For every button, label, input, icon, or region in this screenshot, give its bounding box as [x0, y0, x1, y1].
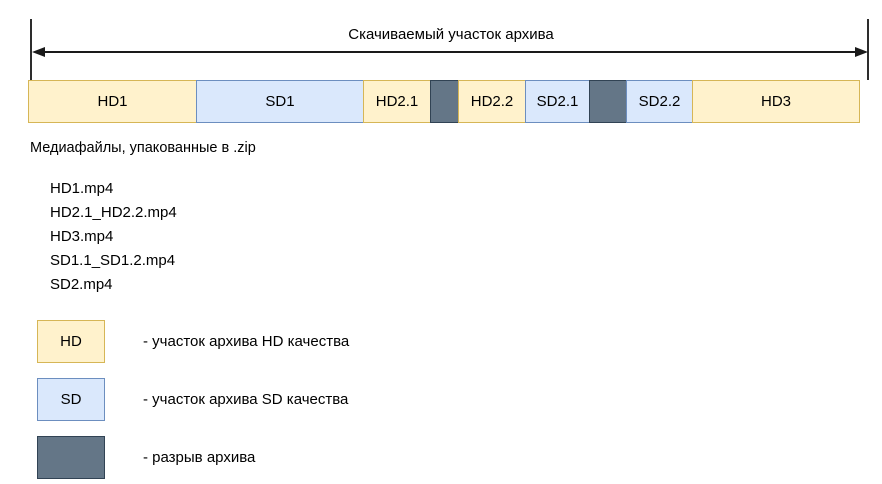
legend-swatch-sd: SD	[37, 378, 105, 421]
bar-segment-sd1: SD1	[196, 80, 364, 123]
arrow-shaft	[45, 51, 855, 53]
legend-row-sd: SD - участок архива SD качества	[37, 378, 349, 421]
arrowhead-right-icon	[855, 47, 868, 57]
bar-segment-sd2-2: SD2.2	[626, 80, 693, 123]
legend-row-hd: HD - участок архива HD качества	[37, 320, 349, 363]
files-heading: Медиафайлы, упакованные в .zip	[30, 140, 256, 156]
bar-segment-hd1: HD1	[28, 80, 197, 123]
legend-swatch-label: SD	[60, 391, 82, 408]
dimension-line-left	[30, 19, 32, 80]
legend: HD - участок архива HD качества SD - участо…	[37, 320, 349, 484]
bar-segment-label: HD1	[97, 93, 128, 110]
legend-swatch-hd: HD	[37, 320, 105, 363]
bar-segment-label: HD2.2	[470, 93, 514, 110]
legend-text: - разрыв архива	[143, 449, 256, 466]
bar-segment-label: HD3	[760, 93, 791, 110]
file-item: SD2.mp4	[50, 276, 113, 293]
bar-gap-segment	[589, 80, 627, 123]
bar-segment-hd2-2: HD2.2	[458, 80, 526, 123]
legend-row-gap: - разрыв архива	[37, 436, 349, 479]
legend-swatch-gap	[37, 436, 105, 479]
bar-segment-label: SD1	[265, 93, 295, 110]
legend-text: - участок архива HD качества	[143, 333, 350, 350]
bar-gap-segment	[430, 80, 459, 123]
legend-text: - участок архива SD качества	[143, 391, 349, 408]
bar-segment-label: SD2.2	[638, 93, 681, 110]
bar-segment-hd3: HD3	[692, 80, 860, 123]
span-arrow	[32, 46, 868, 58]
dimension-line-right	[867, 19, 869, 80]
file-item: HD1.mp4	[50, 180, 114, 197]
bar-segment-label: SD2.1	[536, 93, 579, 110]
file-item: HD2.1_HD2.2.mp4	[50, 204, 177, 221]
file-item: HD3.mp4	[50, 228, 114, 245]
files-list: HD1.mp4 HD2.1_HD2.2.mp4 HD3.mp4 SD1.1_SD1.2…	[50, 177, 177, 297]
archive-bar: HD1 SD1 HD2.1 HD2.2 SD2.1 SD2.2 HD3	[28, 80, 868, 123]
bar-segment-label: HD2.1	[375, 93, 419, 110]
bar-segment-hd2-1: HD2.1	[363, 80, 431, 123]
arrowhead-left-icon	[32, 47, 45, 57]
legend-swatch-label: HD	[60, 333, 82, 350]
diagram-title: Скачиваемый участок архива	[348, 26, 554, 43]
bar-segment-sd2-1: SD2.1	[525, 80, 590, 123]
file-item: SD1.1_SD1.2.mp4	[50, 252, 176, 269]
